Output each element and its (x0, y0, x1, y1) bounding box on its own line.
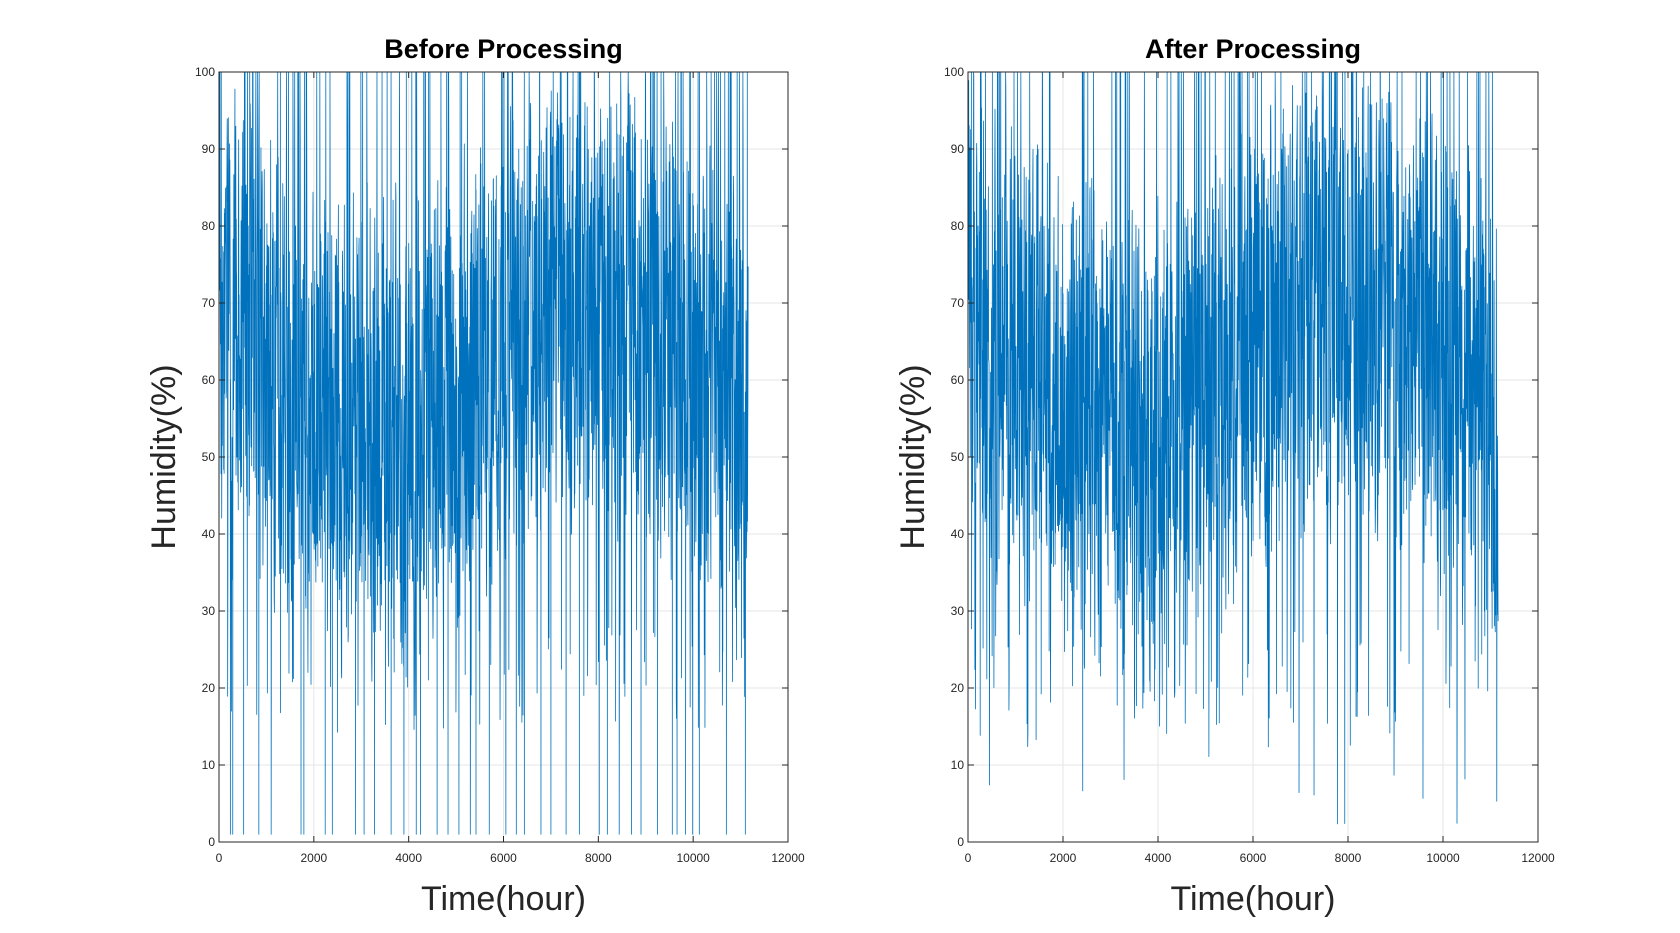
x-tick-label: 6000 (1240, 851, 1267, 865)
y-tick-label: 50 (202, 450, 216, 464)
y-tick-label: 10 (951, 758, 965, 772)
y-tick-label: 60 (951, 373, 965, 387)
x-tick-label: 12000 (1521, 851, 1555, 865)
y-axis-label: Humidity(%) (145, 364, 183, 549)
x-axis-label: Time(hour) (421, 880, 586, 918)
y-tick-label: 30 (202, 604, 216, 618)
x-tick-label: 4000 (1145, 851, 1172, 865)
x-tick-label: 10000 (1426, 851, 1460, 865)
y-tick-label: 90 (951, 142, 965, 156)
y-tick-label: 60 (202, 373, 216, 387)
y-axis-label: Humidity(%) (894, 364, 932, 549)
y-tick-label: 0 (208, 835, 215, 849)
panels: 0 2000 4000 6000 8000 10000 120000102030405060… (145, 34, 1555, 918)
y-tick-label: 70 (951, 296, 965, 310)
x-axis-label: Time(hour) (1171, 880, 1336, 918)
y-tick-label: 80 (202, 219, 216, 233)
y-tick-label: 0 (957, 835, 964, 849)
x-tick-label: 2000 (1050, 851, 1077, 865)
x-tick-label: 12000 (771, 851, 805, 865)
humidity-series-line (967, 71, 1499, 825)
y-tick-label: 10 (202, 758, 216, 772)
humidity-series-line (218, 71, 749, 835)
y-tick-label: 70 (202, 296, 216, 310)
x-tick-label: 6000 (490, 851, 517, 865)
x-tick-label: 8000 (1335, 851, 1362, 865)
chart-title: After Processing (1145, 34, 1361, 64)
y-tick-label: 100 (944, 65, 964, 79)
x-tick-label: 4000 (395, 851, 422, 865)
y-tick-label: 20 (202, 681, 216, 695)
y-tick-label: 20 (951, 681, 965, 695)
x-tick-label: 0 (216, 851, 223, 865)
chart-title: Before Processing (384, 34, 623, 64)
y-tick-label: 40 (951, 527, 965, 541)
x-tick-label: 10000 (676, 851, 710, 865)
y-tick-label: 30 (951, 604, 965, 618)
y-tick-label: 100 (195, 65, 215, 79)
y-tick-label: 50 (951, 450, 965, 464)
y-tick-label: 80 (951, 219, 965, 233)
x-tick-label: 2000 (300, 851, 327, 865)
x-tick-label: 8000 (585, 851, 612, 865)
x-tick-label: 0 (965, 851, 972, 865)
y-tick-label: 40 (202, 527, 216, 541)
y-tick-label: 90 (202, 142, 216, 156)
chart-panel-2: 0 2000 4000 6000 8000 10000 12000 0 10 20 30 40 50 60… (894, 34, 1555, 918)
chart-panel-1: 0 2000 4000 6000 8000 10000 12000 0 10 20 30 40 50 60… (145, 34, 805, 918)
